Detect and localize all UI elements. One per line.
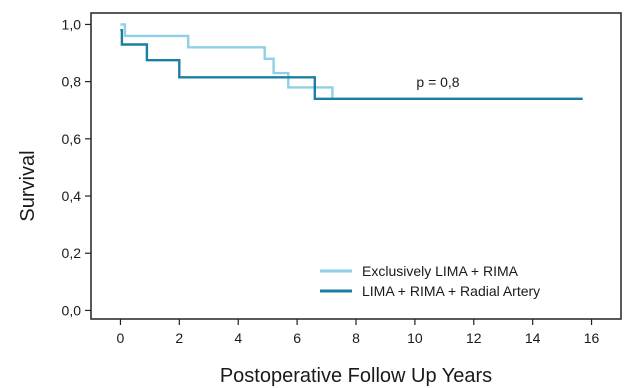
x-tick-label: 10 xyxy=(407,330,423,346)
legend-label-series-1: LIMA + RIMA + Radial Artery xyxy=(362,283,540,299)
x-tick-label: 14 xyxy=(525,330,541,346)
legend: Exclusively LIMA + RIMA LIMA + RIMA + Ra… xyxy=(320,263,540,299)
p-value-annotation: p = 0,8 xyxy=(416,74,459,90)
plot-frame xyxy=(90,12,622,320)
y-axis-ticks: 0,0 0,2 0,4 0,6 0,8 1,0 xyxy=(62,16,91,318)
x-tick-label: 2 xyxy=(175,330,183,346)
x-tick-label: 6 xyxy=(293,330,301,346)
x-tick-label: 16 xyxy=(584,330,600,346)
y-tick-label: 0,2 xyxy=(62,245,82,261)
x-axis-ticks: 0 2 4 6 8 10 12 14 16 xyxy=(117,319,600,346)
x-tick-label: 4 xyxy=(234,330,242,346)
y-axis-title: Survival xyxy=(17,150,39,221)
y-tick-label: 0,8 xyxy=(62,74,82,90)
series-lines xyxy=(120,23,583,100)
x-axis-title: Postoperative Follow Up Years xyxy=(220,365,492,387)
x-tick-label: 12 xyxy=(466,330,482,346)
y-tick-label: 0,0 xyxy=(62,302,82,318)
y-tick-label: 0,4 xyxy=(62,188,82,204)
legend-label-series-0: Exclusively LIMA + RIMA xyxy=(362,263,519,279)
x-tick-label: 8 xyxy=(352,330,360,346)
series-line-0 xyxy=(120,23,583,100)
y-tick-label: 1,0 xyxy=(62,16,82,32)
series-line-1 xyxy=(120,29,583,100)
x-tick-label: 0 xyxy=(117,330,125,346)
y-tick-label: 0,6 xyxy=(62,131,82,147)
